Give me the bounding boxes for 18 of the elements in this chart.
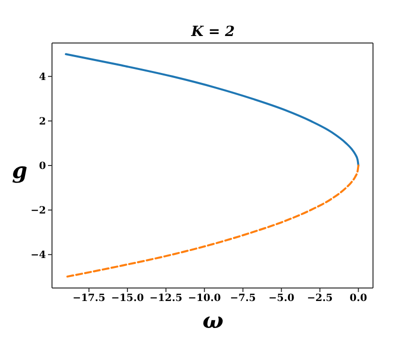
x-tick-label: −12.5 [150,293,182,304]
x-tick-label: −15.0 [111,293,144,304]
x-tick-label: −7.5 [230,293,256,304]
y-tick-label: 2 [39,116,46,128]
x-axis-title: ω [202,308,224,334]
x-tick-label: −17.5 [72,293,106,304]
line-series [64,53,360,166]
x-tick-label: −10.0 [188,293,221,304]
y-tick-label: 0 [39,161,46,172]
y-tick-label: 4 [39,72,46,83]
y-tick-label: −2 [30,206,46,217]
y-axis-title: g [12,158,28,184]
x-tick-label: 0.0 [350,293,368,304]
x-tick-label: −5.0 [268,293,294,304]
y-tick-label: −4 [30,250,46,262]
x-tick-label: −2.5 [306,293,333,304]
chart-title: K = 2 [190,24,236,40]
line-series [64,164,360,278]
